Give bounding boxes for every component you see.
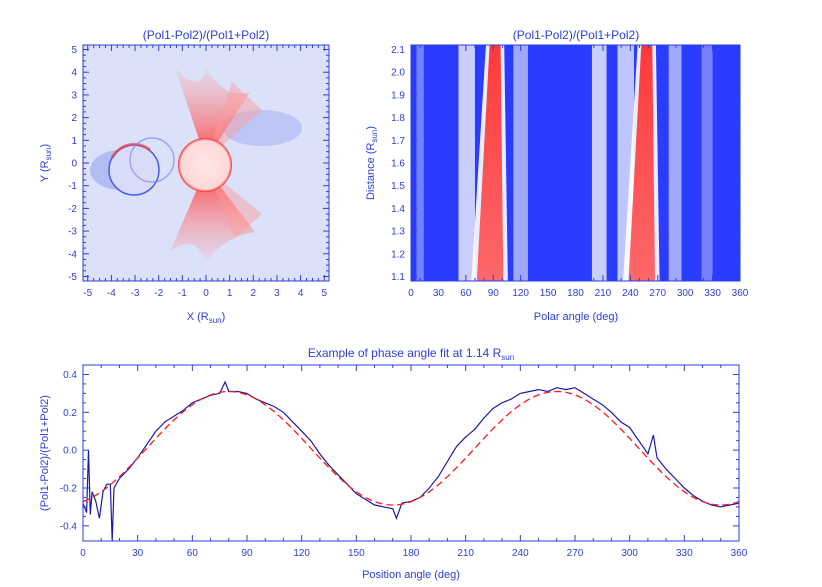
xy-blue-lobe-right — [222, 110, 302, 146]
x-tick-label: 270 — [567, 548, 584, 559]
polar-red-band — [628, 45, 656, 281]
phase-fit-y-axis-label: (Pol1-Pol2)/(Pol1+Pol2) — [39, 395, 51, 511]
panel-polar-title: (Pol1-Pol2)/(Pol1+Pol2) — [513, 28, 639, 42]
x-tick-label: 270 — [649, 288, 666, 299]
polar-x-axis-label: Polar angle (deg) — [534, 311, 618, 323]
phase-fit-title: Example of phase angle fit at 1.14 Rsun — [308, 346, 514, 362]
x-tick-label: -1 — [178, 288, 187, 299]
x-tick-label: 240 — [622, 288, 639, 299]
polar-axis-ticks: 0 30 60 90 120 150 180 210 240 270 300 330 360 1.1 1.2… — [391, 45, 749, 299]
x-tick-label: 120 — [512, 288, 529, 299]
panel-polar-map: (Pol1-Pol2)/(Pol1+Pol2) 0 30 60 90 120 150 180… — [365, 28, 749, 323]
polar-pale-stripe — [416, 45, 424, 281]
y-tick-label: 1 — [71, 136, 77, 147]
x-tick-label: 4 — [298, 288, 304, 299]
y-tick-label: 1.8 — [391, 113, 405, 124]
x-tick-label: 180 — [403, 548, 420, 559]
y-tick-label: 1.6 — [391, 159, 405, 170]
x-tick-label: 240 — [512, 548, 529, 559]
panel-phase-fit: Example of phase angle fit at 1.14 Rsun … — [39, 346, 748, 581]
xy-y-axis-label: Y (Rsun) — [39, 144, 53, 182]
phase-fit-x-axis-label: Position angle (deg) — [362, 569, 460, 581]
y-tick-label: 2.1 — [391, 45, 405, 56]
x-tick-label: 150 — [540, 288, 557, 299]
y-tick-label: 5 — [71, 45, 77, 56]
y-tick-label: 0.4 — [63, 370, 77, 381]
x-tick-label: 1 — [227, 288, 233, 299]
y-tick-label: 0 — [71, 159, 77, 170]
x-tick-label: 210 — [595, 288, 612, 299]
y-tick-label: 1.4 — [391, 204, 405, 215]
x-tick-label: 90 — [241, 548, 253, 559]
y-tick-label: 1.5 — [391, 181, 405, 192]
y-tick-label: -2 — [68, 204, 77, 215]
xy-axis-ticks: -5 -4 -3 -2 -1 0 1 2 3 4 5 -5 -4 -3 -2 -1 0 1 2 3 4 5 — [68, 45, 329, 299]
y-tick-label: 4 — [71, 68, 77, 79]
x-tick-label: 300 — [621, 548, 638, 559]
y-tick-label: -4 — [68, 249, 77, 260]
x-tick-label: 60 — [460, 288, 472, 299]
phase-fit-plot-frame — [82, 364, 740, 542]
x-tick-label: 3 — [274, 288, 280, 299]
x-tick-label: -2 — [154, 288, 163, 299]
xy-x-axis-label: X (Rsun) — [187, 311, 226, 325]
phase-fit-axis-ticks: 0 30 60 90 120 150 180 210 240 270 300 330 360 -0.4 -0… — [60, 365, 748, 559]
panel-xy-title: (Pol1-Pol2)/(Pol1+Pol2) — [143, 28, 269, 42]
x-tick-label: 330 — [704, 288, 721, 299]
x-tick-label: 180 — [567, 288, 584, 299]
xy-red-wedge-top — [175, 68, 250, 160]
polar-pale-stripe — [668, 45, 682, 281]
x-tick-label: 150 — [348, 548, 365, 559]
y-tick-label: 1.1 — [391, 272, 405, 283]
x-tick-label: 5 — [321, 288, 327, 299]
y-tick-label: -3 — [68, 227, 77, 238]
polar-pale-stripe — [591, 45, 607, 281]
x-tick-label: 330 — [676, 548, 693, 559]
observed-series-line — [83, 380, 739, 541]
y-tick-label: 1.2 — [391, 249, 405, 260]
y-tick-label: 1.7 — [391, 136, 405, 147]
x-tick-label: 120 — [293, 548, 310, 559]
x-tick-label: 0 — [80, 548, 86, 559]
x-tick-label: -3 — [131, 288, 140, 299]
x-tick-label: -4 — [107, 288, 116, 299]
x-tick-label: -5 — [83, 288, 92, 299]
x-tick-label: 360 — [731, 548, 748, 559]
x-tick-label: 360 — [732, 288, 749, 299]
polar-red-band — [476, 45, 504, 281]
fit-model-line — [83, 390, 739, 506]
y-tick-label: -0.2 — [60, 484, 78, 495]
x-tick-label: 30 — [132, 548, 144, 559]
polar-pale-stripe — [701, 45, 713, 281]
y-tick-label: -5 — [68, 272, 77, 283]
y-tick-label: 2.0 — [391, 68, 405, 79]
polar-pale-stripe — [513, 45, 528, 281]
x-tick-label: 30 — [433, 288, 445, 299]
x-tick-label: 210 — [457, 548, 474, 559]
x-tick-label: 0 — [408, 288, 414, 299]
polar-pale-stripe — [458, 45, 475, 281]
panel-xy-map: (Pol1-Pol2)/(Pol1+Pol2) -5 -4 -3 -2 -1 0 1 2 3 4 5… — [39, 28, 330, 325]
x-tick-label: 0 — [203, 288, 209, 299]
xy-sun-disk — [178, 138, 232, 192]
y-tick-label: -0.4 — [60, 521, 78, 532]
y-tick-label: 1.9 — [391, 90, 405, 101]
x-tick-label: 60 — [187, 548, 199, 559]
x-tick-label: 300 — [677, 288, 694, 299]
polar-y-axis-label: Distance (Rsun) — [365, 126, 379, 200]
y-tick-label: 1.3 — [391, 227, 405, 238]
xy-red-wedge-bottom — [170, 168, 255, 262]
y-tick-label: -1 — [68, 181, 77, 192]
x-tick-label: 2 — [251, 288, 257, 299]
y-tick-label: 0.0 — [63, 446, 77, 457]
y-tick-label: 3 — [71, 90, 77, 101]
y-tick-label: 0.2 — [63, 408, 77, 419]
x-tick-label: 90 — [488, 288, 500, 299]
y-tick-label: 2 — [71, 113, 77, 124]
